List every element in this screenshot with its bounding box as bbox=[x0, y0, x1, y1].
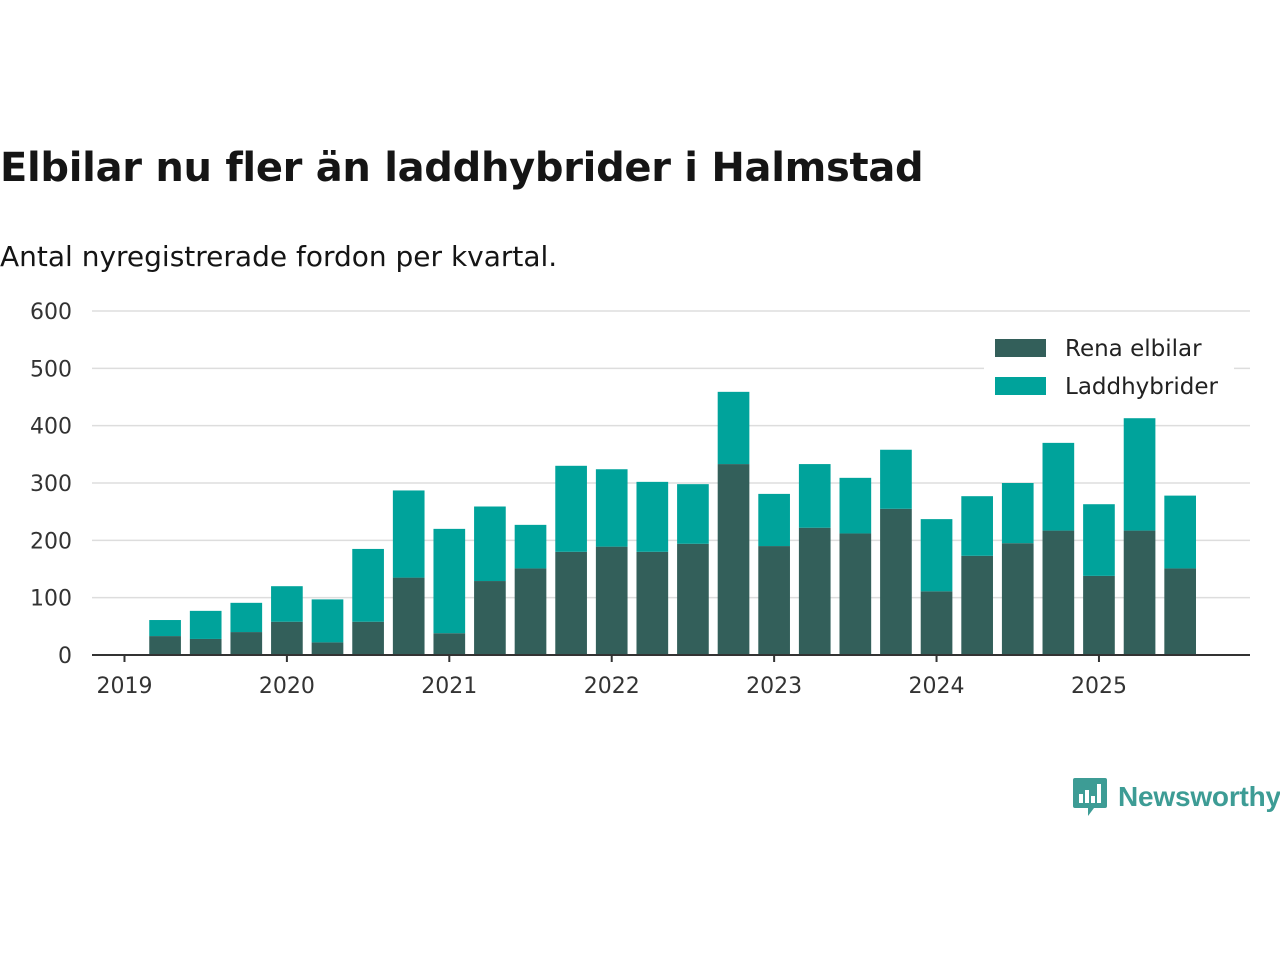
bar-rena-elbilar-10 bbox=[555, 551, 587, 655]
bar-laddhybrider-17 bbox=[839, 477, 872, 534]
bar-rena-elbilar-16 bbox=[798, 527, 831, 655]
bar-laddhybrider-25 bbox=[1164, 495, 1196, 569]
bar-laddhybrider-19 bbox=[920, 519, 953, 592]
bar-rena-elbilar-22 bbox=[1042, 530, 1075, 655]
bar-laddhybrider-6 bbox=[392, 490, 425, 578]
bar-laddhybrider-18 bbox=[880, 449, 912, 509]
bar-laddhybrider-7 bbox=[433, 528, 466, 634]
newsworthy-logo: Newsworthy bbox=[1072, 776, 1280, 818]
y-tick-label-600: 600 bbox=[30, 300, 72, 325]
bar-rena-elbilar-23 bbox=[1083, 575, 1115, 655]
y-tick-label-100: 100 bbox=[30, 587, 72, 612]
bar-laddhybrider-11 bbox=[595, 469, 628, 547]
bar-rena-elbilar-4 bbox=[311, 642, 344, 655]
bar-rena-elbilar-14 bbox=[717, 464, 750, 655]
x-tick-label-2022: 2022 bbox=[584, 674, 640, 699]
bar-rena-elbilar-20 bbox=[961, 555, 993, 655]
bar-laddhybrider-14 bbox=[717, 391, 750, 465]
bar-rena-elbilar-24 bbox=[1123, 530, 1156, 655]
bar-laddhybrider-12 bbox=[636, 481, 669, 552]
chart-title: Elbilar nu fler än laddhybrider i Halmst… bbox=[0, 145, 924, 191]
bar-rena-elbilar-1 bbox=[189, 638, 222, 655]
x-tick-label-2020: 2020 bbox=[259, 674, 315, 699]
bar-rena-elbilar-12 bbox=[636, 551, 669, 655]
legend-label-rena-elbilar: Rena elbilar bbox=[1065, 336, 1202, 362]
bar-laddhybrider-5 bbox=[352, 548, 384, 622]
bar-laddhybrider-24 bbox=[1123, 418, 1156, 531]
bar-rena-elbilar-21 bbox=[1001, 543, 1034, 655]
bar-rena-elbilar-8 bbox=[474, 581, 506, 655]
bar-laddhybrider-3 bbox=[271, 586, 303, 622]
bar-laddhybrider-21 bbox=[1001, 483, 1034, 544]
x-tick-label-2019: 2019 bbox=[96, 674, 152, 699]
bar-laddhybrider-9 bbox=[514, 524, 547, 569]
bar-laddhybrider-23 bbox=[1083, 504, 1115, 576]
bar-rena-elbilar-7 bbox=[433, 633, 466, 655]
newsworthy-logo-text: Newsworthy bbox=[1118, 781, 1280, 812]
bar-laddhybrider-16 bbox=[798, 464, 831, 528]
legend-swatch-rena-elbilar bbox=[995, 339, 1046, 357]
y-tick-label-200: 200 bbox=[30, 529, 72, 554]
bar-rena-elbilar-17 bbox=[839, 533, 872, 655]
bar-rena-elbilar-19 bbox=[920, 591, 953, 655]
y-axis-ticks: 0 100 200 300 400 500 600 bbox=[30, 300, 72, 669]
bar-rena-elbilar-25 bbox=[1164, 568, 1196, 655]
bar-rena-elbilar-11 bbox=[595, 546, 628, 655]
bar-rena-elbilar-13 bbox=[677, 543, 709, 655]
bar-laddhybrider-22 bbox=[1042, 442, 1075, 531]
bar-laddhybrider-0 bbox=[149, 620, 181, 637]
bar-chart-speech-bubble-icon bbox=[1073, 778, 1107, 816]
x-tick-label-2021: 2021 bbox=[421, 674, 477, 699]
bar-laddhybrider-10 bbox=[555, 465, 587, 552]
x-tick-label-2023: 2023 bbox=[746, 674, 802, 699]
y-tick-label-0: 0 bbox=[58, 644, 72, 669]
bar-rena-elbilar-2 bbox=[230, 632, 263, 655]
x-tick-label-2025: 2025 bbox=[1071, 674, 1127, 699]
bar-laddhybrider-1 bbox=[189, 610, 222, 639]
legend-label-laddhybrider: Laddhybrider bbox=[1065, 374, 1218, 400]
y-tick-label-500: 500 bbox=[30, 357, 72, 382]
y-tick-label-300: 300 bbox=[30, 472, 72, 497]
bar-laddhybrider-15 bbox=[758, 493, 790, 547]
x-axis-ticks: 2019 2020 2021 2022 2023 2024 2025 bbox=[96, 655, 1127, 699]
bar-rena-elbilar-5 bbox=[352, 621, 384, 655]
bar-rena-elbilar-9 bbox=[514, 568, 547, 655]
bar-laddhybrider-20 bbox=[961, 496, 993, 556]
bar-rena-elbilar-0 bbox=[149, 636, 181, 655]
x-tick-label-2024: 2024 bbox=[909, 674, 965, 699]
legend: Rena elbilar Laddhybrider bbox=[984, 330, 1234, 408]
chart-subtitle: Antal nyregistrerade fordon per kvartal. bbox=[0, 240, 558, 273]
bars bbox=[149, 391, 1196, 655]
bar-laddhybrider-4 bbox=[311, 599, 344, 643]
y-tick-label-400: 400 bbox=[30, 415, 72, 440]
bar-laddhybrider-13 bbox=[677, 484, 709, 544]
bar-rena-elbilar-3 bbox=[271, 621, 303, 655]
bar-laddhybrider-2 bbox=[230, 602, 263, 633]
bar-rena-elbilar-6 bbox=[392, 577, 425, 655]
legend-swatch-laddhybrider bbox=[995, 377, 1046, 395]
bar-rena-elbilar-18 bbox=[880, 508, 912, 655]
bar-laddhybrider-8 bbox=[474, 506, 506, 582]
bar-rena-elbilar-15 bbox=[758, 546, 790, 655]
